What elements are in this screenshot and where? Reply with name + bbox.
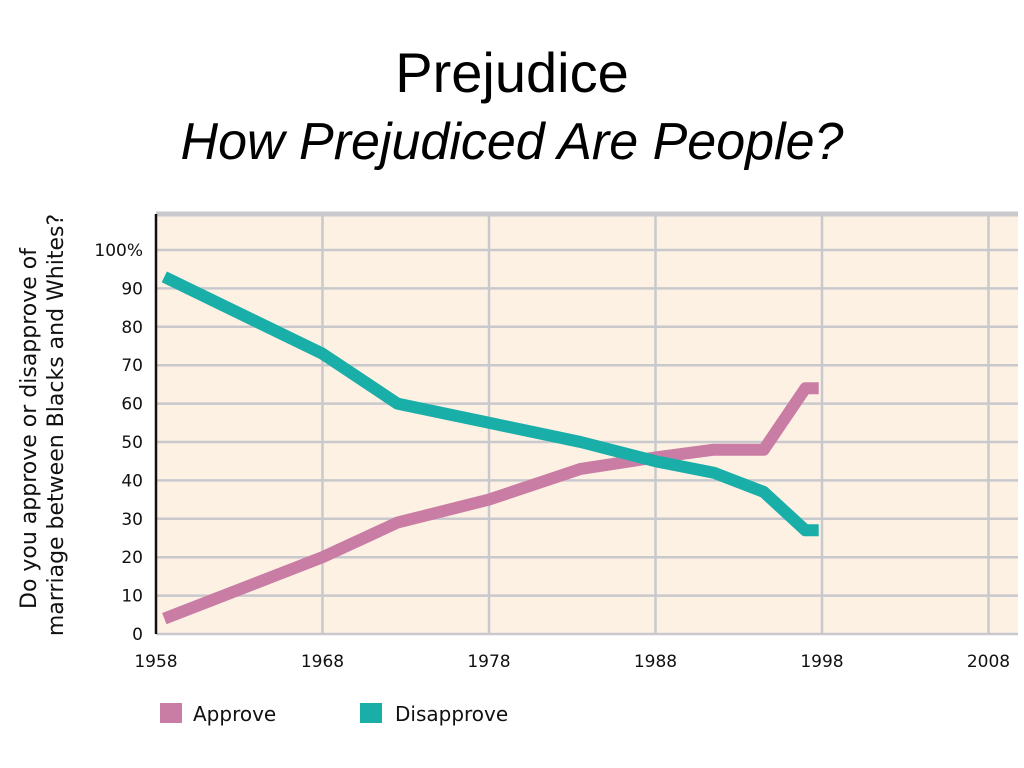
legend-swatch-disapprove bbox=[360, 703, 382, 723]
y-tick-label: 10 bbox=[121, 587, 143, 607]
x-tick-label: 1978 bbox=[467, 652, 510, 672]
x-tick-label: 1988 bbox=[634, 652, 677, 672]
slide-title: Prejudice bbox=[395, 41, 629, 104]
y-tick-label: 80 bbox=[121, 318, 143, 338]
y-tick-label: 40 bbox=[121, 471, 143, 491]
y-tick-label: 30 bbox=[121, 510, 143, 530]
y-tick-label: 100% bbox=[94, 241, 143, 261]
y-tick-label: 0 bbox=[132, 625, 143, 645]
y-tick-label: 60 bbox=[121, 395, 143, 415]
legend-label-disapprove: Disapprove bbox=[395, 702, 508, 726]
legend-label-approve: Approve bbox=[193, 702, 276, 726]
x-tick-label: 2008 bbox=[967, 652, 1010, 672]
legend-swatch-approve bbox=[160, 703, 182, 723]
y-tick-label: 70 bbox=[121, 356, 143, 376]
series-line-disapprove bbox=[161, 271, 819, 537]
series-lines bbox=[161, 271, 819, 625]
x-tick-label: 1958 bbox=[134, 652, 177, 672]
y-axis-ticks: 0 10 20 30 40 50 60 70 80 90 100% bbox=[94, 241, 143, 645]
slide-subtitle: How Prejudiced Are People? bbox=[180, 113, 844, 171]
legend: Approve Disapprove bbox=[160, 702, 508, 726]
y-axis-label-line-1: Do you approve or disapprove of bbox=[17, 247, 42, 609]
y-axis-label-line-2: marriage between Blacks and Whites? bbox=[44, 214, 69, 636]
x-axis-ticks: 1958 1968 1978 1988 1998 2008 bbox=[134, 652, 1010, 672]
x-tick-label: 1968 bbox=[301, 652, 344, 672]
series-line-approve bbox=[162, 382, 819, 625]
y-tick-label: 90 bbox=[121, 279, 143, 299]
y-tick-label: 50 bbox=[121, 433, 143, 453]
x-tick-label: 1998 bbox=[800, 652, 843, 672]
grid bbox=[156, 211, 1018, 636]
y-tick-label: 20 bbox=[121, 548, 143, 568]
y-axis-label: Do you approve or disapprove of marriage… bbox=[17, 214, 69, 636]
